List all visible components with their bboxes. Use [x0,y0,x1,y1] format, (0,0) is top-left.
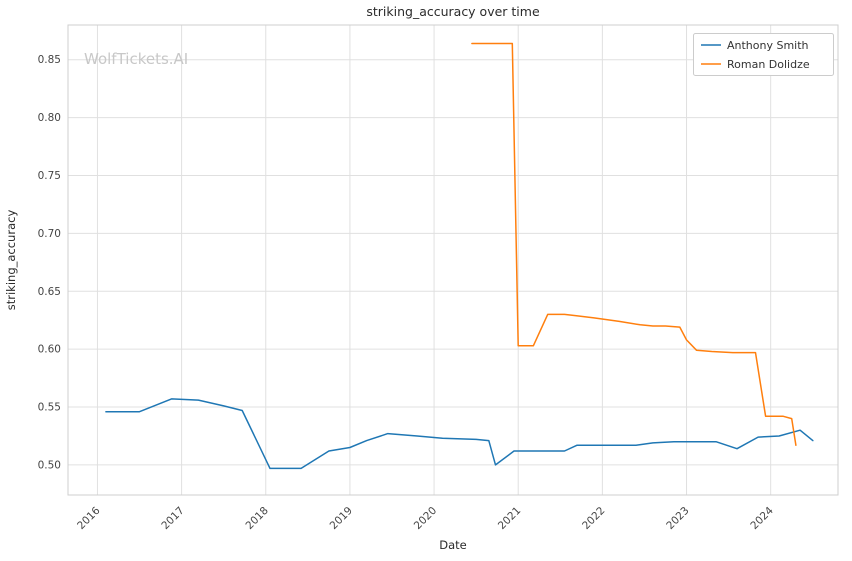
plot-border [67,24,839,496]
y-tick-label: 0.70 [38,228,61,240]
x-tick-label: 2016 [75,504,103,532]
y-tick-label: 0.65 [38,286,61,298]
x-axis-label: Date [439,538,467,552]
y-tick-label: 0.80 [38,112,61,124]
y-tick-label: 0.55 [38,402,61,414]
y-tick-label: 0.75 [38,170,61,182]
x-tick-label: 2018 [243,505,270,532]
chart-title: striking_accuracy over time [366,4,540,19]
x-tick-label: 2023 [664,505,691,532]
y-axis-label: striking_accuracy [4,210,18,311]
legend-label-anthony-smith: Anthony Smith [727,39,809,52]
legend: Anthony Smith Roman Dolidze [693,33,834,76]
x-tick-label: 2021 [496,505,523,532]
y-tick-label: 0.85 [38,54,61,66]
watermark: WolfTickets.AI [84,50,188,68]
legend-box [693,33,834,76]
plot-area: 2016 2017 2018 2019 2020 2021 2022 2023 2024 0.50… [38,24,839,532]
series-line-anthony-smith [105,398,814,470]
y-tick-label: 0.50 [38,459,61,471]
x-tick-label: 2020 [412,505,439,532]
series-line-roman-dolidze [471,42,797,446]
y-tick-label: 0.60 [38,344,61,356]
x-tick-label: 2019 [328,505,355,532]
x-tick-label: 2024 [748,504,776,532]
x-tick-label: 2022 [580,505,607,532]
x-tick-label: 2017 [159,505,186,532]
legend-label-roman-dolidze: Roman Dolidze [727,58,810,71]
